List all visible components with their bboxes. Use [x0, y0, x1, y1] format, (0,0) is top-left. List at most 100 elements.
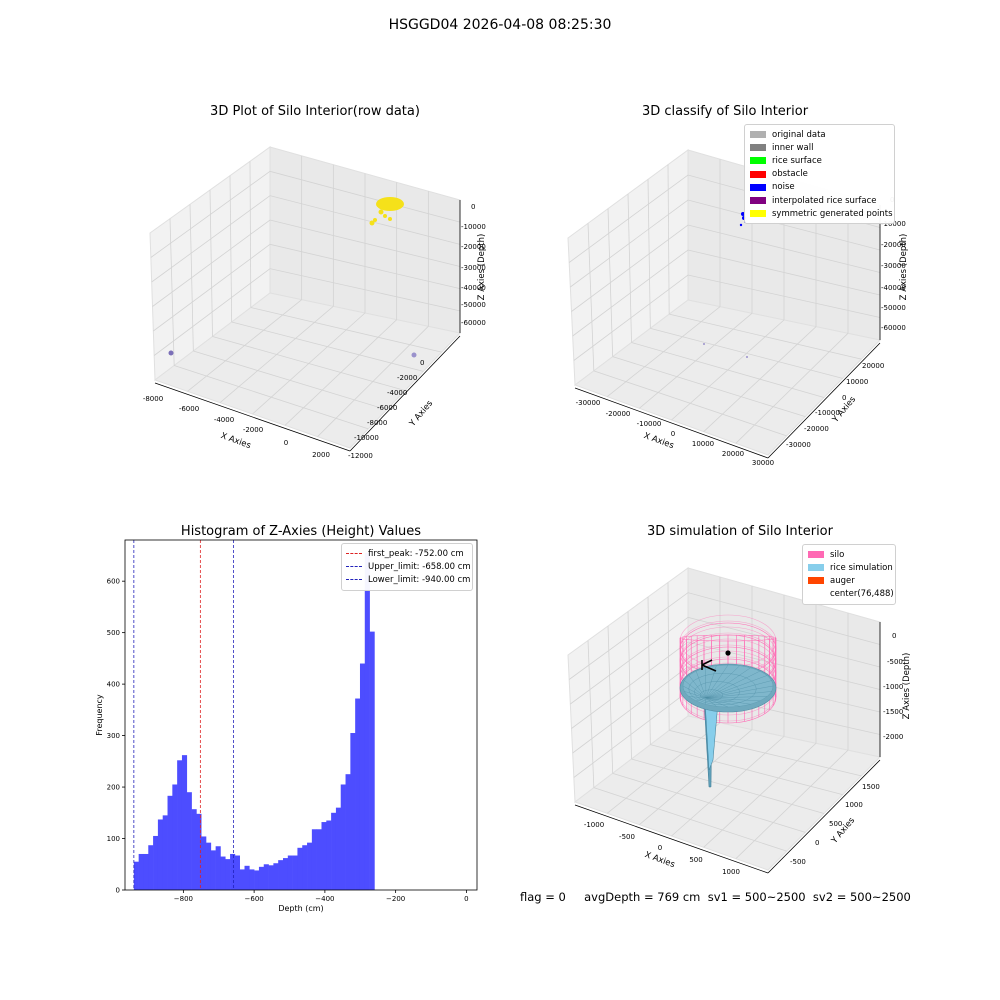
plot4-x-tick: 500: [689, 856, 702, 864]
plot4-x-tick: 1000: [722, 868, 740, 876]
histogram-bar: [292, 855, 298, 890]
plot1-point: [373, 218, 377, 222]
plot4-x-tick: -1000: [584, 821, 604, 829]
histogram-bar: [350, 733, 356, 890]
plot1-z-tick: 0: [471, 203, 475, 211]
plot2-title: 3D classify of Silo Interior: [641, 104, 809, 119]
plot4-z-tick: -2000: [883, 733, 903, 741]
histogram-bar: [239, 869, 245, 890]
plot1-y-tick: -12000: [348, 452, 373, 460]
plot2-y-ticks: 20000 10000 0 -10000 -20000 -30000: [786, 362, 884, 449]
histogram-y-tick: 100: [107, 835, 120, 843]
plot1-z-ticks: 0 -10000 -20000 -30000 -40000 -50000 -60…: [461, 203, 486, 327]
histogram-bar: [191, 809, 197, 890]
histogram-bar: [153, 835, 159, 890]
histogram-bar: [263, 864, 269, 890]
histogram-y-tick: 500: [107, 629, 120, 637]
legend-item-silo: silo: [808, 548, 890, 561]
plot4-y-tick: -500: [790, 858, 806, 866]
plot2-z-tick: -50000: [881, 304, 906, 312]
legend-item-auger: auger: [808, 574, 890, 587]
plot2-legend: original data inner wall rice surface ob…: [744, 124, 895, 225]
legend-item-rice-surface: rice surface: [750, 154, 889, 167]
histogram-bar: [181, 755, 188, 890]
legend-item-original-data: original data: [750, 128, 889, 141]
histogram-bar: [157, 819, 164, 890]
histogram-bar: [215, 846, 221, 890]
plot1-x-tick: -8000: [143, 395, 163, 403]
histogram-bar: [143, 853, 149, 890]
histogram-bar: [148, 845, 154, 890]
histogram-bar: [225, 859, 231, 890]
histogram-y-label: Frequency: [95, 694, 104, 736]
plot1-outlier-point: [411, 352, 417, 358]
histogram-bar: [196, 813, 202, 890]
plot1-axis-lines: [154, 200, 461, 452]
histogram-bar: [273, 863, 279, 890]
plot4-legend: silo rice simulation auger center(76,488…: [802, 544, 896, 605]
plot1-y-tick: -8000: [367, 419, 387, 427]
histogram-x-label: Depth (cm): [278, 904, 323, 913]
plot1-z-label: Z Axies (Depth): [477, 234, 487, 301]
plot2-y-tick: -10000: [815, 409, 840, 417]
plot4-y-tick: 500: [829, 820, 842, 828]
plot2-outlier-point: [703, 343, 705, 345]
legend-item-upper-limit: Upper_limit: -658.00 cm: [346, 560, 471, 573]
plot4-axis-lines: [574, 622, 881, 874]
histogram-bar: [331, 812, 337, 890]
plot1-y-ticks: 0 -2000 -4000 -6000 -8000 -10000 -12000: [348, 359, 424, 460]
plot1-z-tick: -30000: [461, 264, 486, 272]
plot4-z-tick: -500: [887, 658, 903, 666]
histogram-bar: [282, 858, 289, 890]
plot2-x-tick: 20000: [722, 450, 744, 458]
plot1-z-tick: -60000: [461, 319, 486, 327]
plot1-y-tick: -2000: [397, 374, 417, 382]
histogram-x-tick: −400: [315, 895, 334, 903]
histogram-bar: [302, 845, 308, 890]
plot2-z-tick: -20000: [881, 241, 906, 249]
histogram-y-tick: 400: [107, 681, 120, 689]
plot4-z-tick: -1000: [883, 683, 903, 691]
plot1-z-tick: -10000: [461, 223, 486, 231]
plot2-outlier-point: [746, 356, 748, 358]
histogram-bar: [186, 792, 192, 890]
legend-item-center: center(76,488): [830, 589, 894, 600]
histogram-bar: [133, 861, 139, 890]
histogram-bar: [201, 836, 207, 890]
histogram-bar: [244, 865, 250, 890]
histogram-bar: [369, 631, 375, 890]
plot4-title: 3D simulation of Silo Interior: [647, 524, 833, 539]
plot4-x-tick: 0: [658, 844, 662, 852]
legend-item-first-peak: first_peak: -752.00 cm: [346, 547, 468, 560]
plot4-y-tick: 1000: [845, 801, 863, 809]
histogram-x-tick: −600: [245, 895, 264, 903]
plot2-x-tick: 10000: [692, 440, 714, 448]
histogram-bar: [335, 807, 342, 890]
plot1-point: [383, 214, 387, 218]
plot2-z-tick: -40000: [881, 284, 906, 292]
plot1-x-tick: -6000: [179, 405, 199, 413]
histogram-y-tick: 600: [107, 578, 120, 586]
plot4-y-tick: 1500: [862, 783, 880, 791]
histogram-bar: [249, 869, 255, 890]
plot2-x-tick: -10000: [637, 420, 662, 428]
plot1-z-tick: -40000: [461, 284, 486, 292]
plot1-title: 3D Plot of Silo Interior(row data): [210, 104, 420, 119]
plot1-x-tick: 0: [284, 439, 288, 447]
histogram-bar: [364, 552, 370, 890]
plot1-point: [388, 217, 392, 221]
plot4-x-ticks: -1000 -500 0 500 1000: [584, 821, 740, 876]
histogram-x-tick: −800: [174, 895, 193, 903]
plot2-z-label: Z Axies (Depth): [899, 234, 909, 301]
plot2-y-tick: 0: [842, 394, 846, 402]
histogram-bar: [177, 760, 183, 890]
plot1-points: [168, 197, 417, 358]
histogram-bar: [210, 850, 216, 890]
plot2-noise-point: [739, 223, 743, 227]
plot2-axis-lines: [574, 205, 881, 459]
histogram-bar: [345, 774, 351, 890]
histogram-bar: [234, 855, 240, 890]
plot2-x-ticks: -30000 -20000 -10000 0 10000 20000 30000: [576, 399, 775, 467]
